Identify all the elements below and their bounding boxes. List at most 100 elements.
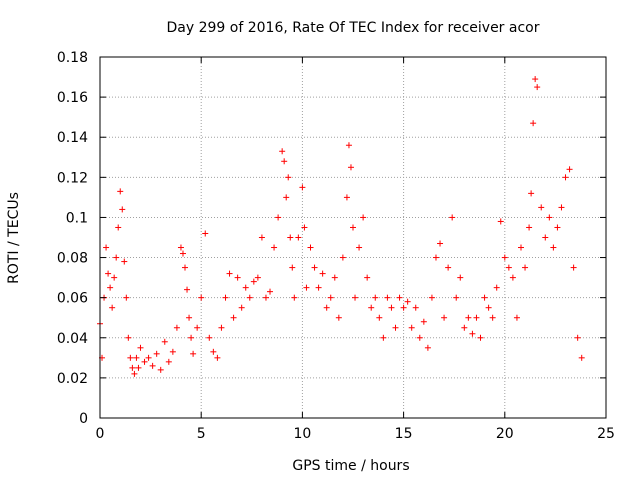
data-point — [339, 254, 346, 261]
data-point — [347, 164, 354, 171]
data-point — [190, 350, 197, 357]
data-point — [194, 324, 201, 331]
data-point — [554, 224, 561, 231]
grid-lines — [100, 57, 606, 418]
data-point — [287, 234, 294, 241]
data-point — [453, 294, 460, 301]
data-point — [526, 224, 533, 231]
y-tick-label: 0.08 — [57, 251, 88, 267]
data-point — [368, 304, 375, 311]
data-point — [505, 264, 512, 271]
data-point — [528, 190, 535, 197]
data-point — [327, 294, 334, 301]
data-point — [145, 354, 152, 361]
data-point — [188, 334, 195, 341]
data-point — [469, 330, 476, 337]
y-tick-label: 0.04 — [57, 331, 88, 347]
data-point — [465, 314, 472, 321]
data-point — [360, 214, 367, 221]
data-point — [331, 274, 338, 281]
data-point — [376, 314, 383, 321]
plot-frame — [99, 56, 607, 419]
data-point — [396, 294, 403, 301]
data-point — [356, 244, 363, 251]
y-tick-label: 0.06 — [57, 291, 88, 307]
data-point — [258, 234, 265, 241]
data-point — [103, 244, 110, 251]
data-point — [323, 304, 330, 311]
data-point — [137, 344, 144, 351]
data-point — [165, 358, 172, 365]
y-axis-label: ROTI / TECUs — [6, 192, 22, 284]
data-point — [119, 206, 126, 213]
axis-ticks — [99, 56, 607, 419]
data-point — [133, 354, 140, 361]
x-tick-label: 0 — [96, 426, 105, 442]
data-point — [226, 270, 233, 277]
data-point — [271, 244, 278, 251]
data-point — [477, 334, 484, 341]
data-point — [570, 264, 577, 271]
data-point — [230, 314, 237, 321]
y-tick-label: 0.1 — [66, 210, 88, 226]
data-point — [574, 334, 581, 341]
data-point — [364, 274, 371, 281]
data-point — [380, 334, 387, 341]
data-point — [275, 214, 282, 221]
data-point — [301, 224, 308, 231]
data-point — [127, 354, 134, 361]
data-point — [198, 294, 205, 301]
data-point — [234, 274, 241, 281]
data-point — [262, 294, 269, 301]
data-point — [319, 270, 326, 277]
data-point — [562, 174, 569, 181]
chart-title: Day 299 of 2016, Rate Of TEC Index for r… — [167, 20, 540, 36]
data-point — [157, 366, 164, 373]
data-point — [493, 284, 500, 291]
data-point — [125, 334, 132, 341]
x-tick-label: 10 — [293, 426, 311, 442]
y-tick-label: 0.14 — [57, 130, 88, 146]
data-point — [129, 364, 136, 371]
data-point — [449, 214, 456, 221]
data-point — [566, 166, 573, 173]
data-point — [428, 294, 435, 301]
data-point — [335, 314, 342, 321]
data-point — [534, 84, 541, 91]
data-point — [121, 258, 128, 265]
data-point — [131, 370, 138, 377]
data-point — [285, 174, 292, 181]
x-tick-label: 25 — [597, 426, 615, 442]
data-point — [485, 304, 492, 311]
data-point — [424, 344, 431, 351]
data-point — [461, 324, 468, 331]
data-point — [558, 204, 565, 211]
data-point — [153, 350, 160, 357]
data-point — [445, 264, 452, 271]
data-point — [343, 194, 350, 201]
data-point — [254, 274, 261, 281]
data-point — [182, 264, 189, 271]
y-tick-label: 0.02 — [57, 371, 88, 387]
x-tick-label: 5 — [197, 426, 206, 442]
data-point — [311, 264, 318, 271]
x-tick-label: 20 — [496, 426, 514, 442]
data-point — [509, 274, 516, 281]
data-point — [222, 294, 229, 301]
data-point — [303, 284, 310, 291]
data-point — [542, 234, 549, 241]
data-point — [177, 244, 184, 251]
data-point — [210, 348, 217, 355]
data-point — [372, 294, 379, 301]
x-tick-label: 15 — [395, 426, 413, 442]
data-point — [392, 324, 399, 331]
data-point — [281, 158, 288, 165]
data-point — [246, 294, 253, 301]
data-point — [481, 294, 488, 301]
data-point — [115, 224, 122, 231]
data-point — [532, 76, 539, 83]
data-point — [408, 324, 415, 331]
data-point — [161, 338, 168, 345]
y-tick-label: 0.18 — [57, 50, 88, 66]
